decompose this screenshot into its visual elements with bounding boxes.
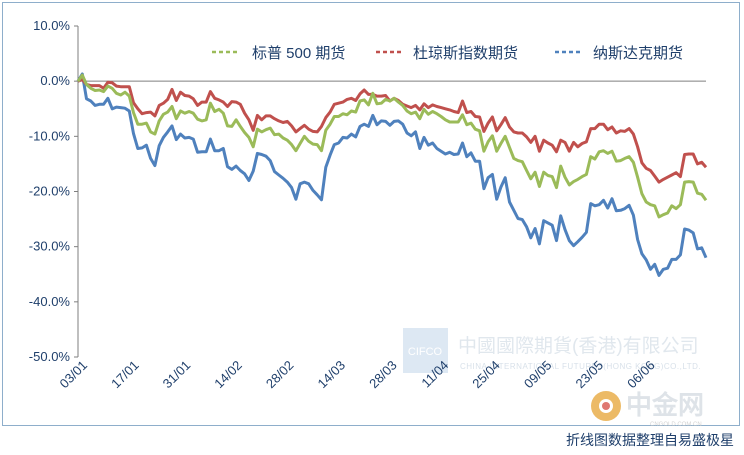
y-tick-label: -50.0% (29, 349, 71, 364)
cngold-watermark: 中金网 CNGOLD.COM.CN (591, 390, 704, 428)
series-line-0 (76, 73, 708, 219)
series-layer (76, 72, 708, 277)
legend-item-dow: 杜琼斯指数期货 (376, 45, 518, 62)
legend-label-nasdaq: 纳斯达克期货 (593, 45, 683, 62)
cifco-english-name: CHINA INTERNATIONAL FUTURES(HONG KONG)CO… (460, 362, 701, 371)
legend-item-sp500: 标普 500 期货 (212, 45, 345, 62)
cifco-chinese-name: 中國國際期貨(香港)有限公司 (458, 335, 699, 357)
cifco-logo-text: CIFCO (408, 346, 443, 358)
cngold-name: 中金网 (626, 390, 704, 421)
legend-label-dow: 杜琼斯指数期货 (413, 45, 518, 62)
cngold-site: CNGOLD.COM.CN (650, 422, 702, 428)
legend-label-sp500: 标普 500 期货 (252, 45, 345, 62)
cifco-watermark: CIFCO 中國國際期貨(香港)有限公司 CHINA INTERNATIONAL… (403, 328, 701, 373)
x-tick-label: 31/01 (160, 358, 194, 392)
y-tick-label: -40.0% (29, 294, 71, 309)
cifco-logo-box (403, 328, 448, 373)
chart-frame (2, 2, 740, 426)
x-tick-label: 14/02 (211, 358, 245, 392)
legend-item-nasdaq: 纳斯达克期货 (555, 45, 683, 62)
x-tick-label: 17/01 (108, 358, 142, 392)
x-tick-label: 14/03 (315, 358, 349, 392)
legend: 标普 500 期货 杜琼斯指数期货 纳斯达克期货 (212, 45, 683, 62)
y-tick-label: -10.0% (29, 128, 71, 143)
y-tick-label: -20.0% (29, 184, 71, 199)
x-tick-label: 28/03 (366, 358, 400, 392)
y-tick-label: 10.0% (33, 18, 70, 33)
x-tick-label: 28/02 (263, 358, 297, 392)
y-tick-label: -30.0% (29, 239, 71, 254)
y-tick-label: 0.0% (40, 73, 70, 88)
series-line-2 (76, 72, 708, 277)
source-caption: 折线图数据整理自易盛极星 (566, 432, 734, 448)
